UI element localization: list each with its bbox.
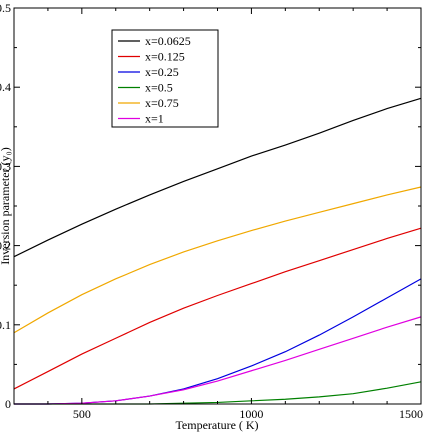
y-tick-label: 0.1 [0, 318, 11, 332]
series-line-5 [13, 186, 422, 334]
x-tick-label: 1500 [399, 407, 423, 421]
x-tick-label: 1000 [239, 407, 263, 421]
y-axis-title: Inversion parameter (y₀) [0, 147, 12, 264]
series-line-1 [13, 97, 422, 258]
tick-layer: 0 0.1 0.2 0.3 0.4 0.5 500 1000 1500 [0, 1, 423, 421]
y-tick-label: 0.3 [0, 159, 11, 173]
legend-label-4: x=0.5 [145, 81, 173, 95]
y-tick-label: 0.5 [0, 1, 11, 15]
y-tick-label: 0.2 [0, 239, 11, 253]
legend-label-1: x=0.0625 [145, 34, 191, 48]
x-axis-title: Temperature ( K) [175, 418, 258, 432]
x-tick-label: 500 [73, 407, 91, 421]
y-tick-label: 0 [5, 397, 11, 411]
legend-label-5: x=0.75 [145, 96, 179, 110]
legend-label-3: x=0.25 [145, 65, 179, 79]
series-line-2 [13, 227, 422, 390]
y-tick-label: 0.4 [0, 80, 11, 94]
legend-label-2: x=0.125 [145, 50, 185, 64]
legend-label-6: x=1 [145, 112, 164, 126]
legend-box [111, 29, 219, 128]
